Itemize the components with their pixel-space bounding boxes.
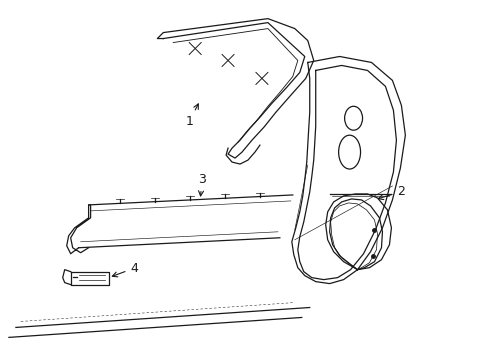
Text: 2: 2: [378, 185, 405, 199]
Text: 3: 3: [198, 173, 205, 196]
Text: 4: 4: [112, 262, 138, 277]
Text: 1: 1: [185, 104, 198, 128]
